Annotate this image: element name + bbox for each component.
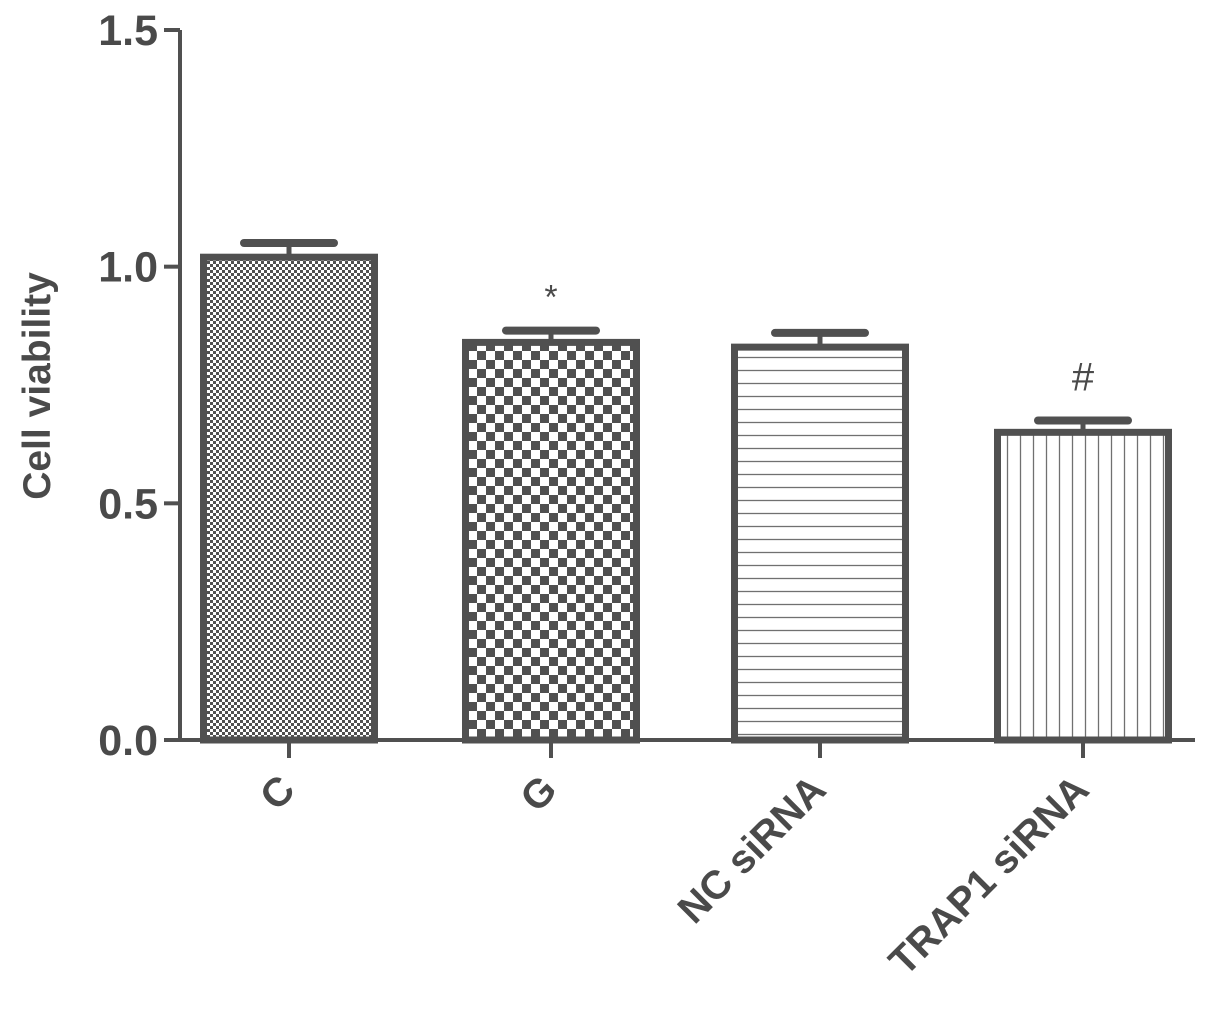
x-tick-label: C <box>252 767 304 819</box>
y-tick-label: 1.5 <box>98 7 158 55</box>
plot-area: 0.0 0.5 1.0 1.5 C G * NC siRNA TRAP1 siRNA # <box>98 7 1195 984</box>
y-tick-label: 1.0 <box>98 244 158 292</box>
y-axis-label: Cell viability <box>16 272 59 500</box>
x-tick-label: G <box>512 767 565 820</box>
bar-nc-sirna <box>731 343 909 744</box>
x-tick-label: TRAP1 siRNA <box>881 767 1098 984</box>
y-tick-label: 0.5 <box>98 480 158 528</box>
y-tick-label: 0.0 <box>98 717 158 765</box>
x-tick-label: NC siRNA <box>670 767 835 932</box>
significance-marker: # <box>1072 356 1095 400</box>
bar-trap1-sirna <box>994 428 1172 744</box>
bar-g <box>462 338 640 744</box>
significance-marker: * <box>544 279 557 317</box>
bar-c <box>200 253 378 744</box>
